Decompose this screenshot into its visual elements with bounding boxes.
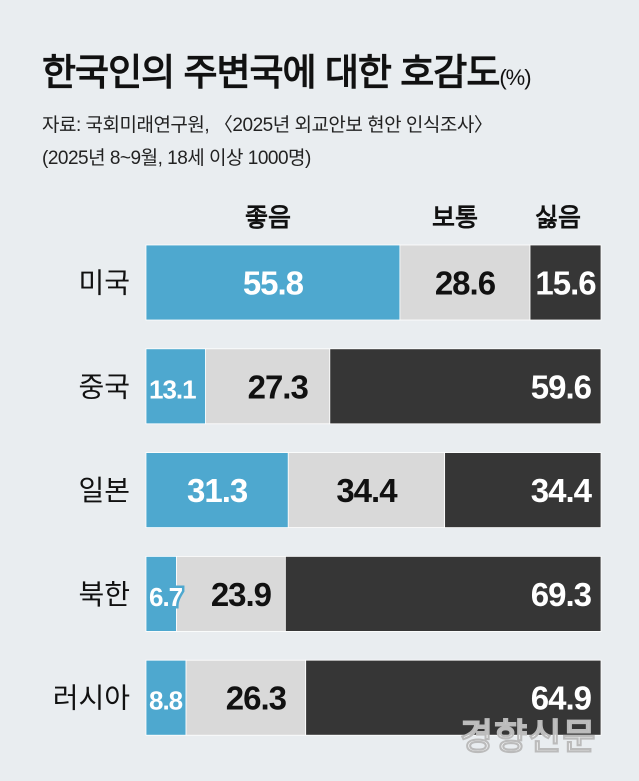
title-text: 한국인의 주변국에 대한 호감도 [42,52,500,93]
category-label: 일본 [78,475,130,506]
bar-segment [145,556,177,632]
bar-segment [185,659,307,736]
data-label: 34.4 [531,472,593,509]
bar-segment [529,244,602,321]
legend-neutral: 보통 [432,204,479,232]
chart-title: 한국인의 주변국에 대한 호감도(%) [42,42,532,96]
bar-segment [284,556,602,632]
bar-segment [399,244,531,321]
data-label: 6.7 [149,582,183,612]
bar-segment [145,452,289,529]
data-label: 8.8 [149,686,183,716]
category-label: 미국 [78,268,130,299]
data-label: 34.4 [336,472,398,509]
data-label: 13.1 [149,374,196,404]
legend-good: 좋음 [245,204,292,232]
data-label: 23.9 [211,576,272,613]
data-label: 28.6 [435,265,496,302]
bar-segment [329,348,602,425]
legend-bad: 싫음 [535,204,582,232]
data-label: 15.6 [535,265,596,302]
data-label: 55.8 [243,265,304,302]
bar-segment [287,452,446,529]
bar-segment [176,556,286,632]
bar-segment [444,452,602,529]
bar-segment [145,659,187,736]
category-label: 중국 [78,371,130,402]
category-label: 북한 [78,579,130,610]
data-label: 26.3 [226,680,287,717]
bar-segment [205,348,331,425]
data-label: 64.9 [531,680,592,717]
data-label: 59.6 [531,368,592,405]
note-text: (2025년 8~9월, 18세 이상 1000명) [42,148,311,169]
data-label: 31.3 [187,472,248,509]
source-text: 자료: 국회미래연구원, 〈2025년 외교안보 현안 인식조사〉 [42,115,493,136]
bar-segment [145,348,207,425]
data-label: 69.3 [531,576,592,613]
watermark-logo: 경향신문 [459,716,597,758]
title-unit: (%) [499,65,531,90]
bar-segment [305,659,602,736]
category-label: 러시아 [53,683,130,714]
data-label: 27.3 [248,368,309,405]
